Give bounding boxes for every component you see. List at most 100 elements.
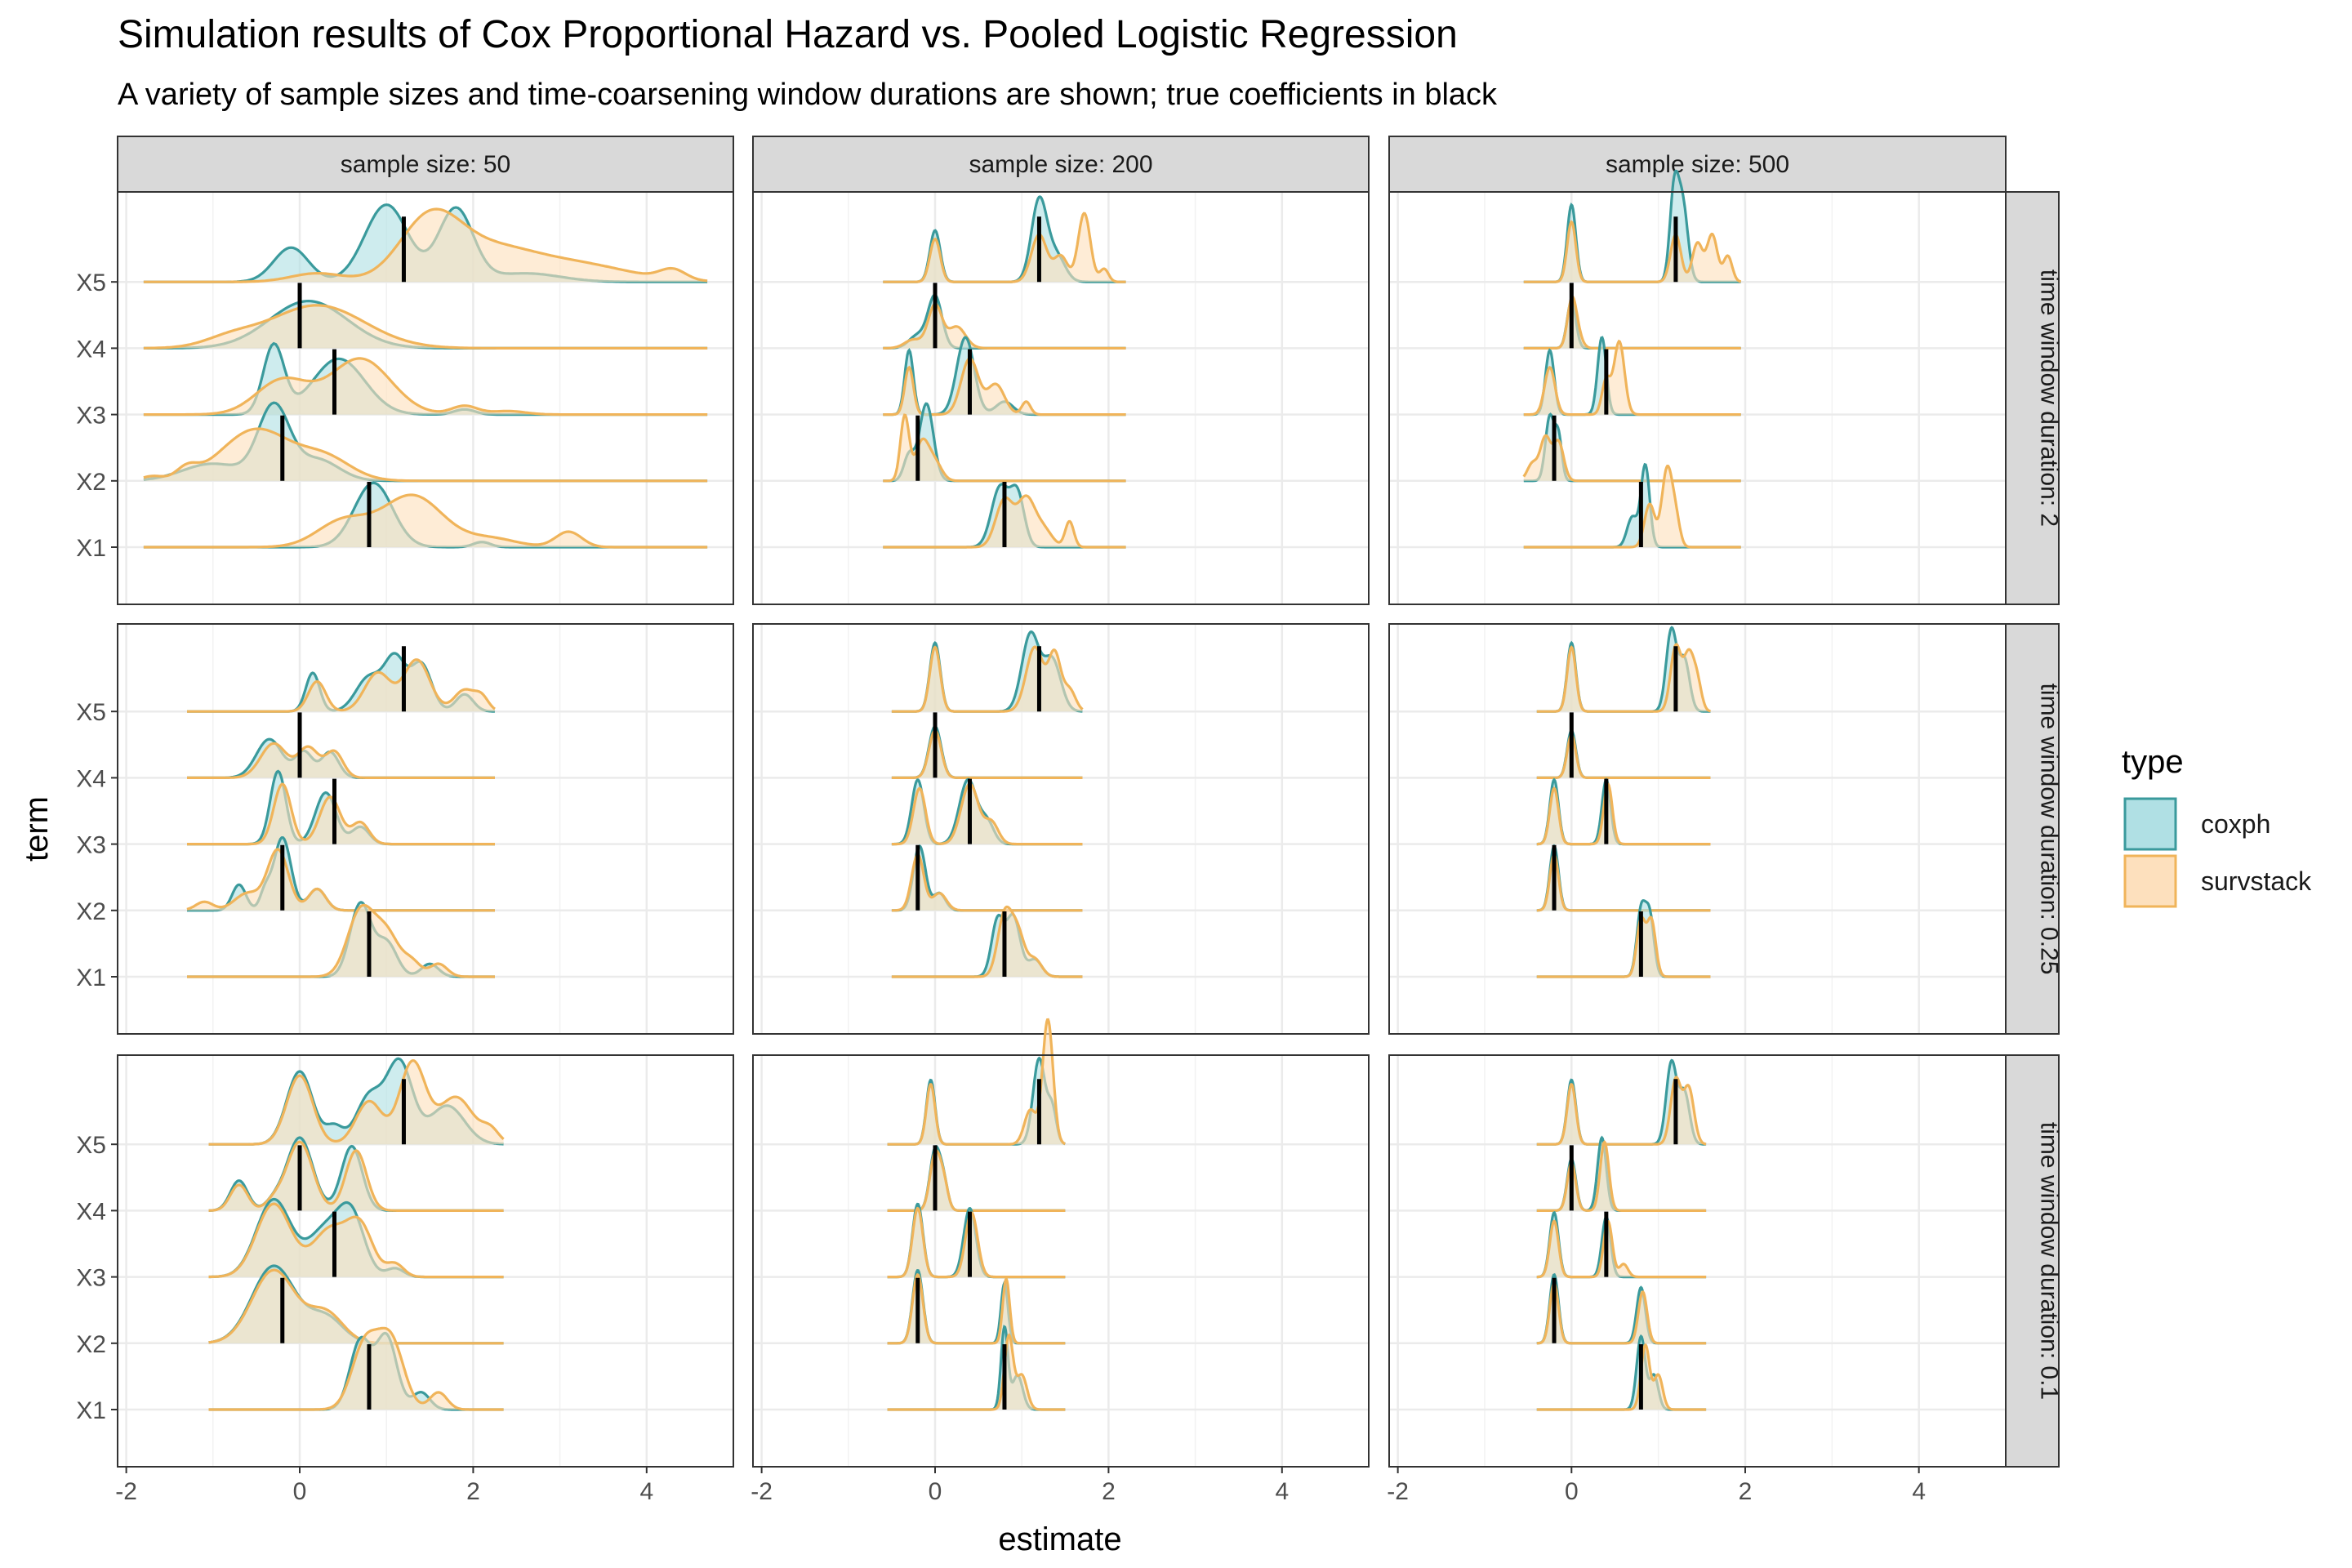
density-line-survstack-X1 <box>1536 915 1711 978</box>
panel-background <box>753 1055 1369 1467</box>
y-tick-label: X5 <box>76 270 106 296</box>
density-line-survstack-X2 <box>186 848 495 912</box>
panel-border <box>1388 191 2007 605</box>
legend-title: type <box>2122 744 2184 780</box>
density-fill-survstack-X4 <box>208 1142 504 1211</box>
row-strip-1 <box>2005 623 2060 1035</box>
col-strip-0 <box>117 136 734 193</box>
y-tick-label: X1 <box>76 964 106 991</box>
density-line-survstack-X1 <box>1523 464 1741 549</box>
legend-key-coxph <box>2123 797 2177 851</box>
y-tick-label: X4 <box>76 1198 106 1225</box>
density-line-survstack-X1 <box>1536 1343 1707 1411</box>
density-fill-survstack-X3 <box>883 358 1126 415</box>
density-fill-coxph-X1 <box>1523 464 1741 547</box>
chart-title: Simulation results of Cox Proportional H… <box>118 13 1458 56</box>
density-line-survstack-X2 <box>891 853 1083 912</box>
x-axis-label: estimate <box>998 1521 1121 1557</box>
row-strip-label: time window duration: 2 <box>2036 270 2063 527</box>
x-tick-label: 4 <box>639 1478 653 1505</box>
density-line-survstack-X2 <box>208 1268 504 1345</box>
y-tick-label: X5 <box>76 1132 106 1159</box>
density-line-survstack-X2 <box>883 413 1126 483</box>
density-fill-survstack-X2 <box>143 429 708 481</box>
y-tick-label: X2 <box>76 1331 106 1358</box>
density-fill-survstack-X1 <box>208 1328 504 1410</box>
density-line-survstack-X4 <box>1536 733 1711 779</box>
density-line-survstack-X5 <box>887 1018 1066 1146</box>
density-line-survstack-X5 <box>1536 643 1711 713</box>
y-tick-label: X2 <box>76 898 106 925</box>
legend-label-coxph: coxph <box>2201 809 2270 839</box>
density-line-survstack-X1 <box>187 903 495 978</box>
legend: type coxph survstack <box>2122 744 2312 908</box>
density-fill-survstack-X3 <box>891 784 1083 844</box>
density-line-survstack-X2 <box>143 427 708 483</box>
y-tick-label: X4 <box>76 765 106 792</box>
density-line-survstack-X4 <box>208 1140 504 1212</box>
density-fill-survstack-X5 <box>208 1060 504 1145</box>
panel-border <box>1388 1054 2007 1468</box>
col-strip-label: sample size: 200 <box>969 151 1152 178</box>
y-tick-label: X3 <box>76 403 106 430</box>
panel-r2-c0: X1 X2 X3 X4 X5 -2 0 2 4 <box>76 1054 734 1505</box>
panel-background <box>1389 1055 2006 1467</box>
y-tick-label: X3 <box>76 1265 106 1292</box>
panel-border <box>117 191 734 605</box>
legend-key-survstack <box>2123 854 2177 908</box>
x-tick-label: 0 <box>929 1478 942 1505</box>
x-tick-label: 4 <box>1275 1478 1289 1505</box>
row-strip-label: time window duration: 0.1 <box>2036 1122 2063 1400</box>
density-line-survstack-X3 <box>887 1206 1066 1279</box>
panel-r0-c1 <box>752 191 1370 605</box>
density-fill-survstack-X2 <box>891 854 1083 911</box>
panel-r1-c2 <box>1388 623 2007 1035</box>
density-line-survstack-X1 <box>208 1326 504 1411</box>
y-tick-label: X2 <box>76 469 106 496</box>
row-strip-0 <box>2005 191 2060 605</box>
density-fill-survstack-X3 <box>1523 341 1741 415</box>
density-fill-survstack-X5 <box>1536 1077 1707 1145</box>
density-line-survstack-X3 <box>143 357 708 416</box>
y-tick-label: X3 <box>76 832 106 859</box>
density-line-survstack-X5 <box>208 1058 505 1146</box>
panel-border <box>752 1054 1370 1468</box>
density-fill-survstack-X3 <box>887 1208 1066 1277</box>
legend-label-survstack: survstack <box>2201 866 2312 896</box>
x-tick-label: 0 <box>293 1478 307 1505</box>
x-tick-label: 2 <box>1739 1478 1753 1505</box>
density-line-survstack-X4 <box>1536 1139 1707 1212</box>
y-tick-label: X5 <box>76 699 106 726</box>
facet-panels: sample size: 50 sample size: 200 sample si… <box>76 136 2063 1505</box>
row-strip-label: time window duration: 0.25 <box>2036 684 2063 975</box>
density-line-survstack-X2 <box>1522 434 1741 483</box>
panel-r1-c1 <box>752 623 1370 1035</box>
density-line-survstack-X1 <box>887 1333 1066 1411</box>
density-line-survstack-X5 <box>143 207 708 283</box>
panel-border <box>117 1054 734 1468</box>
panel-r2-c1: -2 0 2 4 <box>751 1018 1370 1505</box>
density-line-survstack-X3 <box>187 782 495 846</box>
density-line-survstack-X5 <box>187 658 496 713</box>
density-fill-survstack-X1 <box>143 495 708 547</box>
density-fill-survstack-X5 <box>891 647 1083 712</box>
density-line-survstack-X5 <box>891 645 1084 713</box>
density-fill-survstack-X3 <box>208 1204 504 1277</box>
x-tick-label: -2 <box>115 1478 137 1505</box>
y-tick-label: X1 <box>76 535 106 562</box>
density-line-survstack-X4 <box>883 302 1126 350</box>
density-fill-survstack-X5 <box>187 659 495 712</box>
x-tick-label: -2 <box>1387 1478 1409 1505</box>
density-fill-coxph-X5 <box>1523 171 1741 283</box>
y-tick-label: X4 <box>76 336 106 363</box>
y-axis-label: term <box>19 796 55 862</box>
density-fill-survstack-X2 <box>187 849 495 911</box>
panel-border <box>752 191 1370 605</box>
panel-border <box>1388 623 2007 1035</box>
y-tick-label: X1 <box>76 1397 106 1424</box>
density-line-survstack-X2 <box>1536 853 1711 912</box>
density-line-survstack-X3 <box>1536 782 1711 846</box>
density-line-survstack-X3 <box>1523 339 1741 416</box>
density-fill-survstack-X3 <box>187 784 495 844</box>
